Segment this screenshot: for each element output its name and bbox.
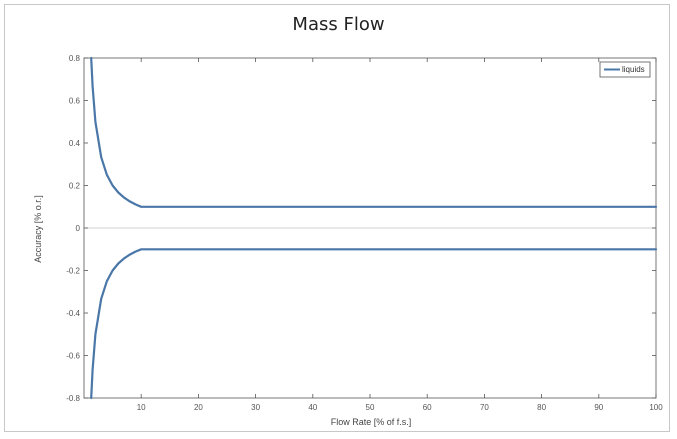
chart-frame <box>4 4 670 432</box>
y-axis-label: Accuracy [% o.r.] <box>33 195 43 263</box>
x-tick-label: 50 <box>366 403 375 412</box>
y-tick-label: -0.2 <box>66 267 80 276</box>
legend-label: liquids <box>622 65 645 74</box>
y-tick-label: -0.4 <box>66 309 80 318</box>
x-tick-label: 60 <box>423 403 432 412</box>
y-tick-label: 0.6 <box>69 97 81 106</box>
x-tick-label: 20 <box>194 403 203 412</box>
x-tick-label: 100 <box>649 403 663 412</box>
y-tick-label: 0.4 <box>69 139 81 148</box>
x-tick-label: 70 <box>480 403 489 412</box>
lower-accuracy-line <box>90 248 658 400</box>
chart-title: Mass Flow <box>292 14 385 35</box>
y-tick-label: 0.2 <box>69 182 81 191</box>
x-axis-label: Flow Rate [% of f.s.] <box>331 417 412 427</box>
y-tick-label: -0.8 <box>66 394 80 403</box>
y-tick-label: 0.8 <box>69 54 81 63</box>
x-tick-label: 80 <box>537 403 546 412</box>
legend-box <box>599 61 651 78</box>
x-tick-label: 30 <box>251 403 260 412</box>
x-tick-label: 90 <box>594 403 603 412</box>
upper-accuracy-line <box>90 56 658 208</box>
x-tick-label: 10 <box>137 403 146 412</box>
x-tick-label: 40 <box>308 403 317 412</box>
y-tick-label: 0 <box>76 224 81 233</box>
y-tick-label: -0.6 <box>66 352 80 361</box>
legend: liquids <box>599 61 651 78</box>
